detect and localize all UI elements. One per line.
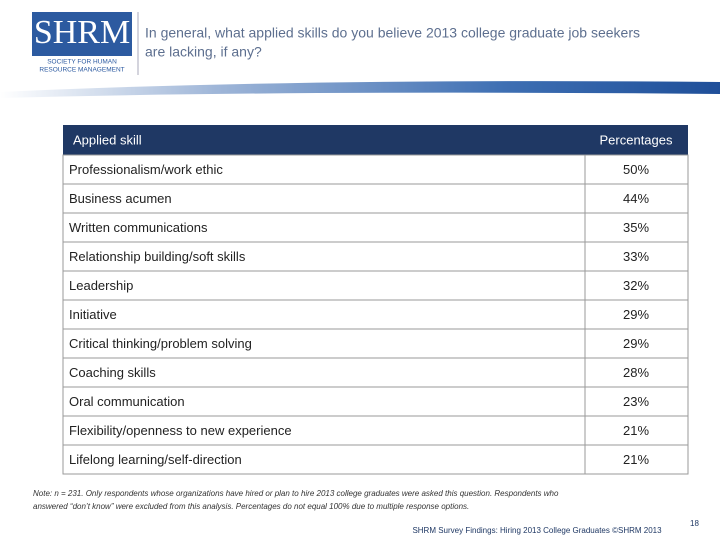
skill-cell: Oral communication — [69, 394, 185, 409]
swoosh — [0, 81, 720, 98]
table-row — [62, 444, 689, 475]
skill-cell: Coaching skills — [69, 365, 156, 380]
logo-name: SHRM — [34, 14, 130, 51]
table-row — [62, 299, 689, 330]
skill-cell: Initiative — [69, 307, 117, 322]
percentage-cell: 29% — [623, 307, 649, 322]
note: Note: n = 231. Only respondents whose or… — [33, 489, 559, 498]
percentage-cell: 21% — [623, 452, 649, 467]
table-row — [62, 415, 689, 446]
skill-cell: Professionalism/work ethic — [69, 162, 223, 177]
table-body: Professionalism/work ethic 50% Business ac… — [62, 154, 689, 475]
footer-source: SHRM Survey Findings: Hiring 2013 Colleg… — [412, 526, 662, 535]
table-row — [62, 386, 689, 417]
table-row — [62, 241, 689, 272]
logo-box — [32, 12, 132, 56]
percentage-cell: 44% — [623, 191, 649, 206]
table-row — [62, 270, 689, 301]
title: are lacking, if any? — [145, 44, 262, 60]
title: In general, what applied skills do you b… — [145, 25, 640, 41]
table-header — [63, 125, 688, 155]
skill-cell: Critical thinking/problem solving — [69, 336, 252, 351]
page-number: 18 — [690, 519, 699, 528]
column-header: Percentages — [600, 132, 673, 147]
skill-cell: Relationship building/soft skills — [69, 249, 246, 264]
note: answered “don’t know” were excluded from… — [33, 502, 469, 511]
skill-cell: Business acumen — [69, 191, 172, 206]
table-row — [62, 328, 689, 359]
logo-tagline: RESOURCE MANAGEMENT — [39, 67, 124, 74]
skill-cell: Leadership — [69, 278, 133, 293]
logo-tagline: SOCIETY FOR HUMAN — [47, 59, 117, 66]
percentage-cell: 21% — [623, 423, 649, 438]
percentage-cell: 28% — [623, 365, 649, 380]
skill-cell: Flexibility/openness to new experience — [69, 423, 292, 438]
skill-cell: Written communications — [69, 220, 208, 235]
table-row — [62, 357, 689, 388]
percentage-cell: 33% — [623, 249, 649, 264]
skill-cell: Lifelong learning/self-direction — [69, 452, 242, 467]
percentage-cell: 35% — [623, 220, 649, 235]
column-header: Applied skill — [73, 132, 142, 147]
percentage-cell: 32% — [623, 278, 649, 293]
percentage-cell: 29% — [623, 336, 649, 351]
percentage-cell: 23% — [623, 394, 649, 409]
percentage-cell: 50% — [623, 162, 649, 177]
table-row — [62, 154, 689, 185]
